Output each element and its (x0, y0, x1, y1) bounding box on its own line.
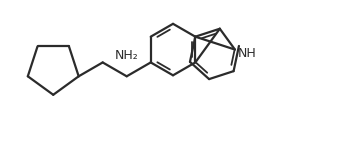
Text: NH₂: NH₂ (115, 49, 139, 62)
Text: NH: NH (238, 47, 257, 60)
